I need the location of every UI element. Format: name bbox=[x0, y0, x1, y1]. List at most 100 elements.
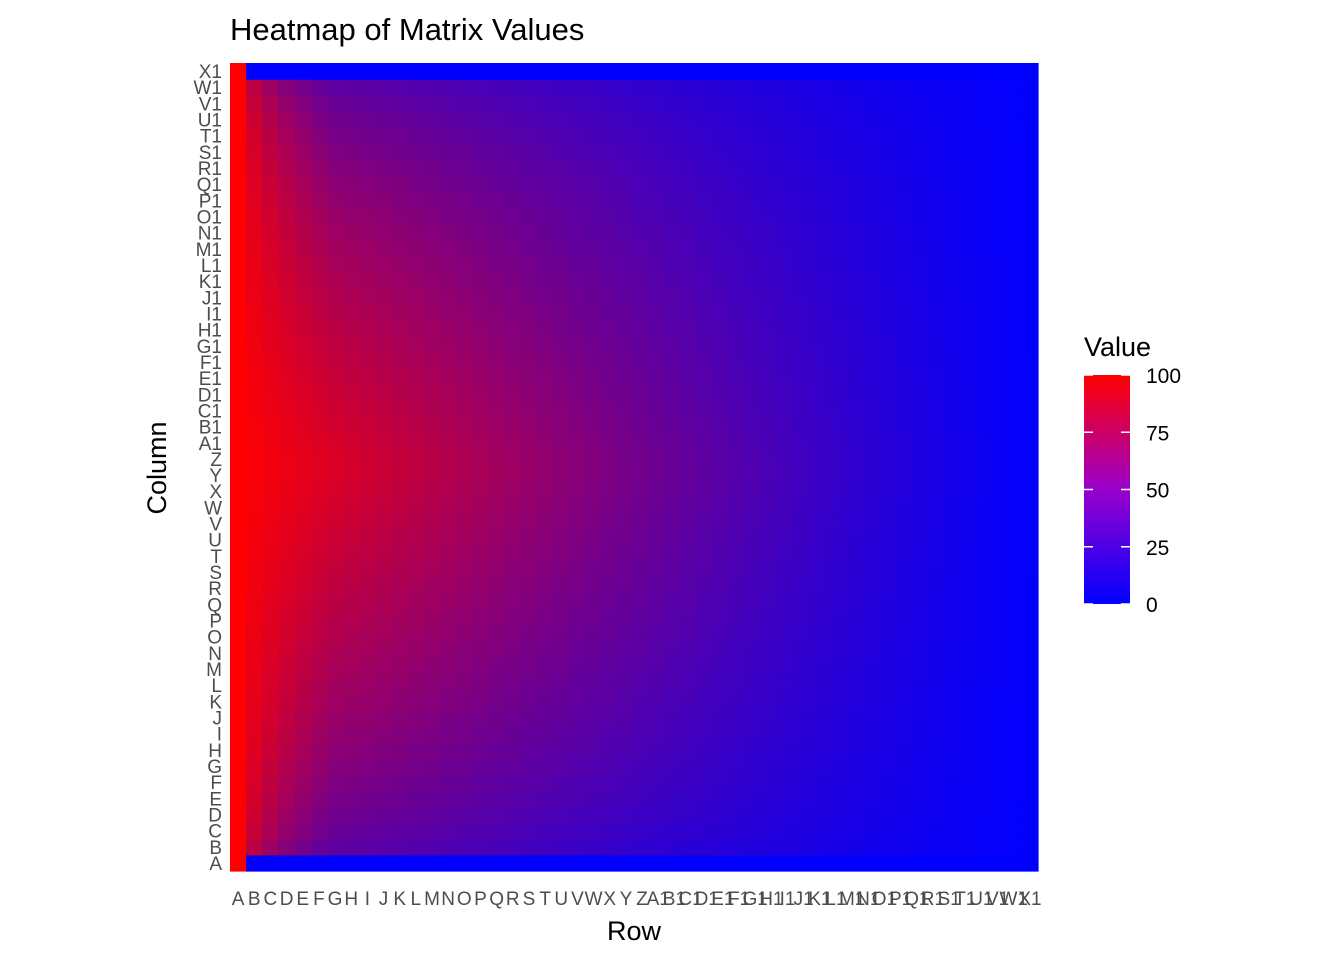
x-tick-label: G1 bbox=[743, 889, 768, 910]
heatmap-cell bbox=[779, 499, 797, 517]
heatmap-cell bbox=[844, 628, 861, 646]
heatmap-cell bbox=[747, 273, 764, 290]
heatmap-cell bbox=[844, 547, 861, 565]
heatmap-cell bbox=[795, 418, 813, 436]
heatmap-cell bbox=[827, 386, 845, 403]
heatmap-cell bbox=[278, 822, 296, 840]
heatmap-cell bbox=[860, 547, 877, 565]
heatmap-cell bbox=[520, 434, 538, 452]
heatmap-cell bbox=[375, 63, 393, 80]
heatmap-cell bbox=[230, 224, 247, 242]
heatmap-cell bbox=[262, 467, 280, 484]
heatmap-cell bbox=[876, 370, 894, 387]
heatmap-cell bbox=[682, 79, 700, 96]
heatmap-cell bbox=[488, 337, 506, 355]
heatmap-cell bbox=[407, 127, 425, 145]
heatmap-cell bbox=[892, 709, 910, 727]
heatmap-cell bbox=[278, 273, 296, 290]
heatmap-cell bbox=[957, 628, 974, 646]
heatmap-cell bbox=[310, 822, 328, 840]
heatmap-cell bbox=[747, 95, 764, 113]
heatmap-cell bbox=[973, 693, 991, 710]
heatmap-cell bbox=[617, 563, 635, 581]
heatmap-cell bbox=[440, 822, 457, 840]
y-tick-label: G bbox=[207, 757, 222, 778]
heatmap-cell bbox=[957, 725, 974, 743]
heatmap-cell bbox=[488, 305, 506, 323]
heatmap-cell bbox=[569, 289, 587, 306]
heatmap-cell bbox=[601, 774, 619, 791]
heatmap-cell bbox=[456, 305, 473, 323]
heatmap-cell bbox=[827, 224, 845, 242]
heatmap-cell bbox=[230, 240, 247, 258]
heatmap-cell bbox=[440, 370, 457, 387]
heatmap-cell bbox=[472, 467, 490, 484]
heatmap-cell bbox=[860, 531, 877, 549]
heatmap-cell bbox=[1005, 741, 1023, 759]
heatmap-cell bbox=[941, 256, 958, 274]
heatmap-cell bbox=[698, 176, 716, 193]
heatmap-cell bbox=[876, 127, 894, 145]
heatmap-cell bbox=[1021, 79, 1039, 96]
heatmap-cell bbox=[278, 159, 296, 177]
heatmap-cell bbox=[860, 725, 877, 743]
heatmap-cell bbox=[908, 822, 926, 840]
heatmap-cell bbox=[941, 111, 958, 129]
heatmap-cell bbox=[262, 709, 280, 727]
heatmap-cell bbox=[827, 256, 845, 274]
heatmap-cell bbox=[359, 822, 377, 840]
heatmap-cell bbox=[779, 111, 797, 129]
heatmap-cell bbox=[989, 321, 1007, 339]
heatmap-cell bbox=[811, 822, 829, 840]
heatmap-cell bbox=[763, 467, 781, 484]
heatmap-cell bbox=[310, 854, 328, 872]
heatmap-cell bbox=[488, 467, 506, 484]
heatmap-cell bbox=[601, 127, 619, 145]
heatmap-cell bbox=[456, 176, 473, 193]
heatmap-cell bbox=[811, 483, 829, 500]
heatmap-cell bbox=[294, 386, 312, 403]
heatmap-cell bbox=[375, 240, 393, 258]
heatmap-cell bbox=[730, 143, 748, 161]
heatmap-cell bbox=[844, 337, 861, 355]
heatmap-cell bbox=[601, 240, 619, 258]
heatmap-cell bbox=[989, 774, 1007, 791]
heatmap-cell bbox=[844, 677, 861, 694]
heatmap-cell bbox=[537, 628, 554, 646]
heatmap-cell bbox=[844, 240, 861, 258]
heatmap-cell bbox=[504, 563, 522, 581]
y-tick-label: S1 bbox=[199, 143, 222, 164]
heatmap-cell bbox=[908, 515, 926, 533]
heatmap-cell bbox=[569, 434, 587, 452]
heatmap-cell bbox=[892, 127, 910, 145]
heatmap-cell bbox=[650, 289, 667, 306]
heatmap-cell bbox=[634, 483, 651, 500]
heatmap-cell bbox=[553, 208, 570, 226]
y-tick-label: S bbox=[209, 563, 222, 584]
heatmap-cell bbox=[246, 143, 263, 161]
heatmap-cell bbox=[326, 289, 344, 306]
heatmap-cell bbox=[617, 547, 635, 565]
heatmap-cell bbox=[617, 224, 635, 242]
heatmap-cell bbox=[908, 693, 926, 710]
heatmap-cell bbox=[278, 628, 296, 646]
heatmap-cell bbox=[1005, 305, 1023, 323]
heatmap-cell bbox=[375, 547, 393, 565]
heatmap-cell bbox=[569, 143, 587, 161]
heatmap-cell bbox=[375, 127, 393, 145]
heatmap-cell bbox=[730, 159, 748, 177]
heatmap-cell bbox=[634, 854, 651, 872]
heatmap-cell bbox=[876, 208, 894, 226]
heatmap-cell bbox=[876, 757, 894, 775]
heatmap-cell bbox=[601, 628, 619, 646]
heatmap-cell bbox=[472, 531, 490, 549]
heatmap-cell bbox=[262, 757, 280, 775]
heatmap-cell bbox=[553, 757, 570, 775]
heatmap-cell bbox=[407, 563, 425, 581]
heatmap-cell bbox=[326, 677, 344, 694]
heatmap-cell bbox=[844, 467, 861, 484]
heatmap-cell bbox=[343, 127, 360, 145]
heatmap-cell bbox=[569, 515, 587, 533]
heatmap-cell bbox=[989, 563, 1007, 581]
heatmap-cell bbox=[941, 95, 958, 113]
